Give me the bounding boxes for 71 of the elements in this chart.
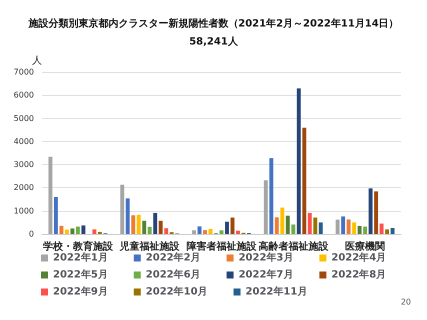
bar <box>302 128 306 234</box>
y-tick-label: 2000 <box>14 183 34 192</box>
legend-label: 2022年9月 <box>53 286 108 298</box>
text: 20 <box>400 298 412 306</box>
bar <box>220 230 224 234</box>
x-tick-label: 学校・教育施設 <box>42 240 114 252</box>
bar <box>380 224 384 234</box>
bar <box>236 230 240 234</box>
bar <box>274 217 279 234</box>
bar <box>70 228 74 234</box>
chart-title: 施設分類別東京都内クラスター新規陽性者数（2021年2月～2022年11月14日） <box>27 18 399 30</box>
bar <box>368 188 373 234</box>
bar <box>81 225 86 234</box>
bar <box>59 226 64 234</box>
legend-label: 2022年3月 <box>238 252 294 264</box>
bar <box>64 230 69 234</box>
bar <box>48 156 52 234</box>
bar <box>336 220 340 234</box>
x-tick-label: 障害者福祉施設 <box>186 240 258 252</box>
y-tick-label: 3000 <box>14 160 34 170</box>
y-tick-label: 4000 <box>14 136 34 146</box>
legend-label: 2022年11月 <box>246 286 308 298</box>
bar <box>76 226 80 234</box>
y-axis-title: 人 <box>32 56 42 66</box>
bar <box>352 222 356 234</box>
bar <box>358 226 362 234</box>
legend-label: 2022年6月 <box>146 268 201 280</box>
bar <box>296 88 301 234</box>
legend-label: 2022年4月 <box>331 252 386 264</box>
x-tick-label: 高齢者福祉施設 <box>258 240 330 252</box>
bar <box>198 226 202 234</box>
bar <box>54 196 58 234</box>
legend-label: 2022年7月 <box>238 268 294 280</box>
legend-label: 2022年2月 <box>146 252 201 264</box>
y-tick-label: 5000 <box>14 114 34 123</box>
bar <box>280 208 284 234</box>
bar <box>385 229 390 234</box>
y-tick-label: 0 <box>28 230 34 238</box>
bar <box>374 191 378 234</box>
bar <box>136 214 141 234</box>
bar <box>313 218 318 234</box>
bar <box>92 229 96 234</box>
bar <box>225 222 229 234</box>
y-tick-label: 6000 <box>14 90 34 100</box>
bar <box>120 184 124 234</box>
bar <box>203 230 207 234</box>
legend-label: 2022年5月 <box>53 268 108 280</box>
bar <box>148 226 152 234</box>
legend-label: 2022年10月 <box>146 286 208 298</box>
bar <box>142 220 146 234</box>
y-tick-label: 7000 <box>14 68 34 76</box>
bar <box>390 228 395 234</box>
bar <box>153 212 158 234</box>
bar <box>291 224 296 234</box>
x-tick-label: 児童福祉施設 <box>118 240 181 252</box>
bar <box>208 228 212 234</box>
legend-label: 2022年8月 <box>331 268 386 280</box>
bar <box>158 220 163 234</box>
bar <box>230 218 234 234</box>
bar <box>286 216 290 234</box>
chart-subtitle: 58,241人 <box>189 36 239 48</box>
bar <box>269 158 274 234</box>
bar <box>363 226 368 234</box>
x-tick-label: 医療機関 <box>345 240 386 252</box>
bar <box>341 216 346 234</box>
bar <box>192 230 196 234</box>
bar <box>164 228 168 234</box>
y-tick-label: 1000 <box>14 206 34 216</box>
bar <box>346 219 351 234</box>
legend-label: 2022年1月 <box>53 252 108 264</box>
bar <box>264 180 268 234</box>
